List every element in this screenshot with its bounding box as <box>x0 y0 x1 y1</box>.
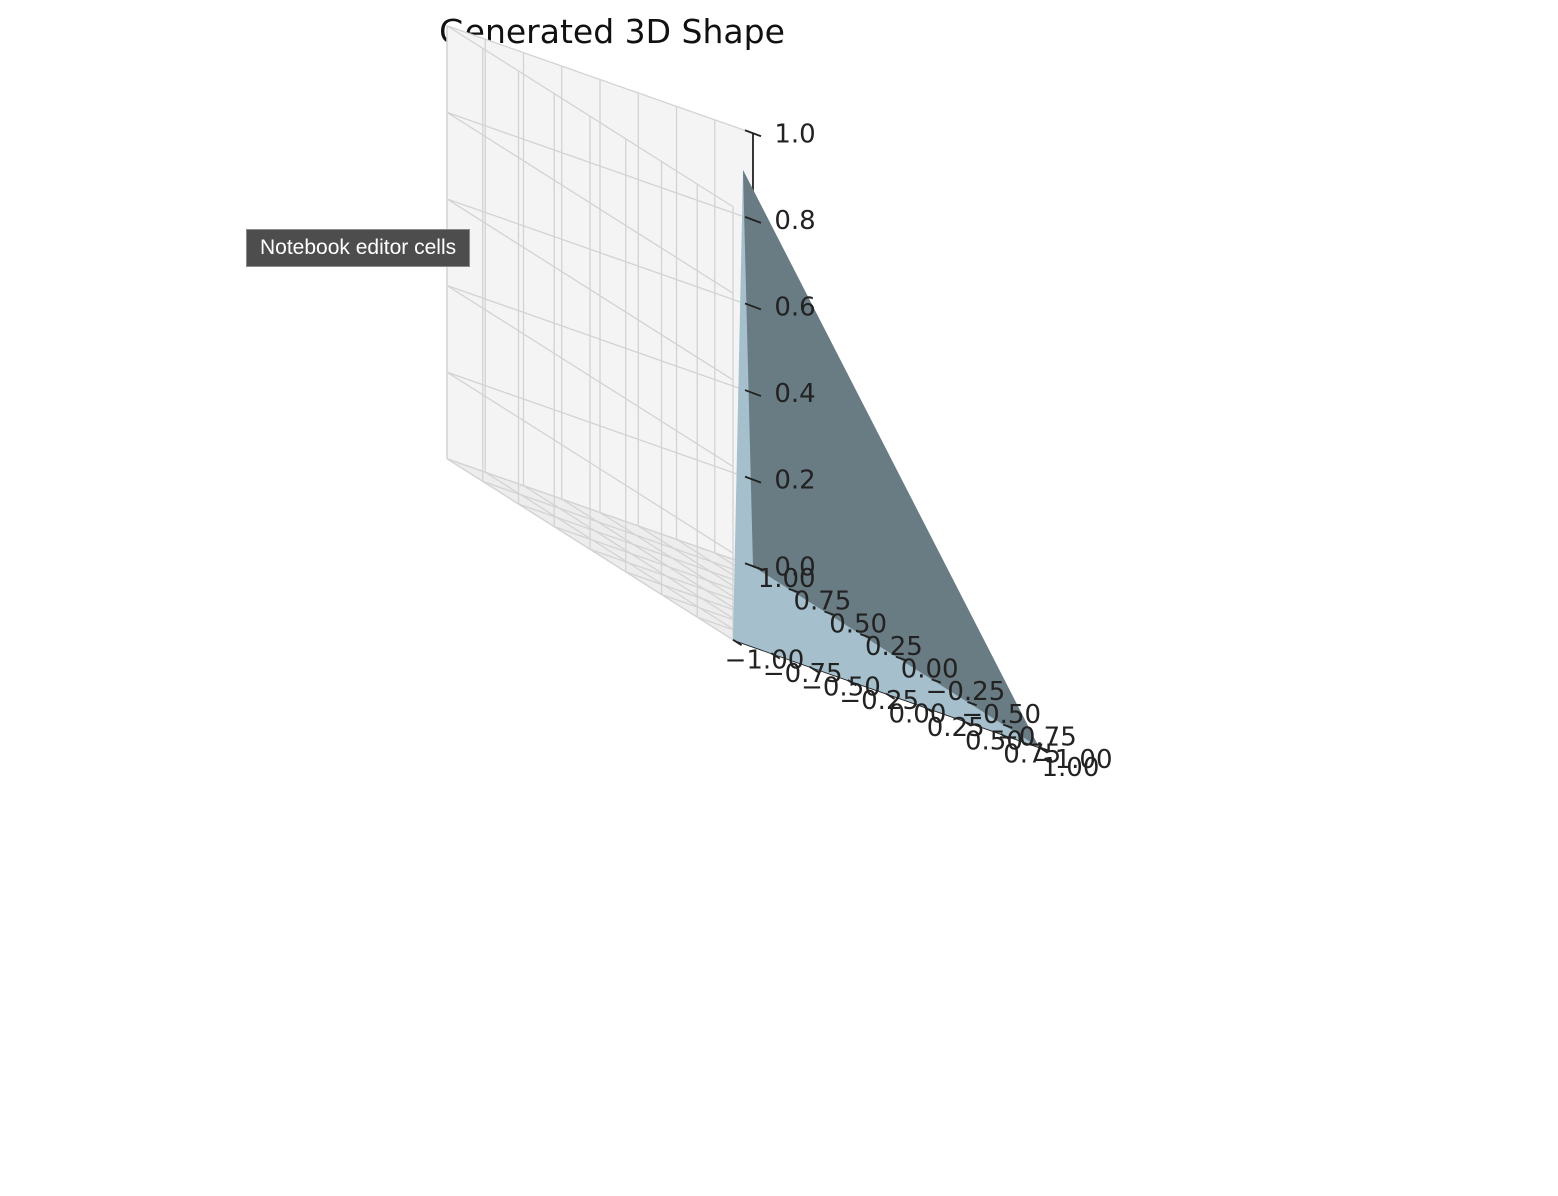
x-tick <box>732 638 743 646</box>
grid-line <box>446 458 734 641</box>
y-tick-label: 0.50 <box>829 609 887 639</box>
x-tick <box>962 719 972 727</box>
z-tick-label: 0.6 <box>774 292 815 322</box>
z-tick <box>744 475 762 484</box>
z-tick-label: 0.8 <box>774 206 815 236</box>
y-tick-label: 0.25 <box>865 632 923 662</box>
z-tick-label: 0.2 <box>774 466 815 496</box>
x-tick <box>770 652 781 660</box>
pyramid-right-face <box>743 170 1039 748</box>
y-tick <box>824 610 834 616</box>
x-tick-label: 0.75 <box>1003 740 1061 770</box>
grid-line <box>446 198 734 381</box>
grid-line <box>446 111 754 221</box>
y-tick-label: 0.00 <box>901 655 959 685</box>
y-tick <box>788 588 799 593</box>
z-tick <box>744 562 762 571</box>
z-tick-label: 0.4 <box>774 379 815 409</box>
x-tick <box>1000 733 1010 741</box>
x-tick-label: −0.50 <box>801 673 881 703</box>
z-tick-label: 1.0 <box>774 119 815 149</box>
z-tick <box>744 216 762 224</box>
grid-line <box>446 284 754 394</box>
grid-line <box>446 25 734 208</box>
x-tick <box>923 706 934 714</box>
y-tick-label: 1.00 <box>758 564 816 594</box>
y-tick <box>1038 746 1049 752</box>
y-tick-label: −0.25 <box>926 677 1006 707</box>
y-tick <box>895 655 906 661</box>
y-tick-label: −1.00 <box>1033 745 1113 775</box>
x-tick <box>809 665 819 673</box>
x-tick-label: 0.25 <box>927 713 985 743</box>
y-tick-label: 0.75 <box>793 587 851 617</box>
grid-line <box>446 198 754 308</box>
grid-line <box>446 371 734 554</box>
x-tick-label: 0.00 <box>889 699 947 729</box>
grid-line <box>446 371 754 481</box>
z-tick <box>744 302 762 311</box>
z-tick-label: 0.0 <box>774 552 815 582</box>
grid-line <box>446 458 754 567</box>
x-tick-label: 1.00 <box>1042 753 1100 783</box>
y-tick <box>931 678 942 684</box>
tooltip: Notebook editor cells <box>246 229 471 267</box>
y-tick <box>1002 723 1013 729</box>
x-tick-label: −0.25 <box>839 686 919 716</box>
grid-line <box>446 25 754 134</box>
x-tick <box>885 692 896 700</box>
z-tick <box>744 389 762 397</box>
x-tick-label: −1.00 <box>725 646 805 676</box>
x-tick-label: −0.75 <box>763 659 843 689</box>
z-tick <box>744 129 762 138</box>
y-tick-label: −0.75 <box>997 722 1077 752</box>
y-tick <box>859 633 870 639</box>
x-tick <box>847 679 857 687</box>
x-tick-label: 0.50 <box>965 726 1023 756</box>
y-tick <box>967 701 977 707</box>
grid-line <box>446 111 734 294</box>
grid-line <box>446 285 734 468</box>
y-tick-label: −0.50 <box>961 700 1041 730</box>
